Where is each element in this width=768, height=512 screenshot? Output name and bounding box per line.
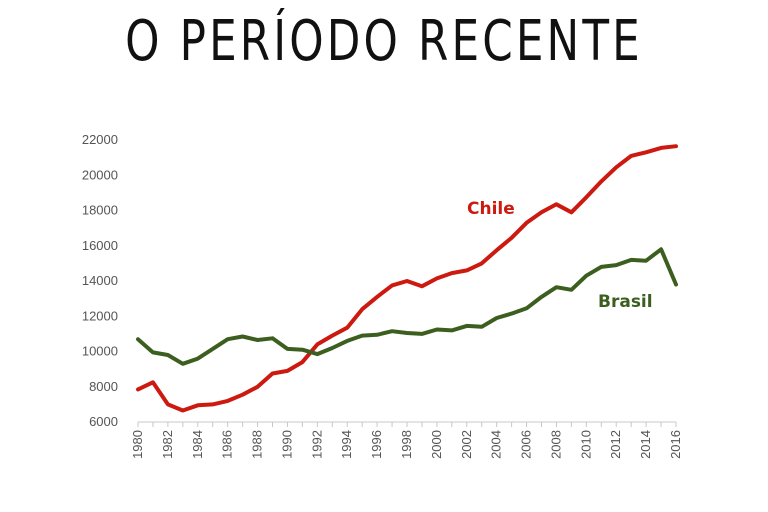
- y-tick-label: 14000: [82, 273, 118, 288]
- y-tick-label: 18000: [82, 203, 118, 218]
- x-tick-label: 2016: [668, 430, 683, 459]
- y-tick-label: 8000: [89, 379, 118, 394]
- series-line-chile: [136, 144, 678, 413]
- y-axis: 6000 8000 10000 12000 14000 16000 18000 20000 22…: [82, 132, 118, 429]
- series-group: [136, 144, 678, 413]
- y-tick-label: 20000: [82, 167, 118, 182]
- x-tick-label: 1980: [130, 430, 145, 459]
- x-tick-label: 1998: [399, 430, 414, 459]
- x-tick-label: 1996: [369, 430, 384, 459]
- x-tick-label: 1984: [190, 430, 205, 459]
- x-tick-label: 1988: [250, 430, 265, 459]
- series-label-brasil: Brasil: [598, 292, 653, 312]
- x-tick-label: 1990: [279, 430, 294, 459]
- series-label-chile: Chile: [467, 199, 515, 219]
- y-tick-label: 16000: [82, 238, 118, 253]
- x-tick-label: 2006: [519, 430, 534, 459]
- x-tick-label: 2010: [578, 430, 593, 459]
- x-tick-label: 2000: [429, 430, 444, 459]
- y-tick-label: 12000: [82, 308, 118, 323]
- x-tick-label: 1986: [220, 430, 235, 459]
- x-tick-label: 1994: [339, 430, 354, 459]
- x-axis: 1980 1982 1984 1986 1988 1990 1992 1994 1996 1998…: [130, 421, 683, 459]
- x-tick-label: 2002: [459, 430, 474, 459]
- x-tick-label: 2008: [548, 430, 563, 459]
- y-tick-label: 6000: [89, 414, 118, 429]
- slide-title: O PERÍODO RECENTE: [125, 9, 643, 74]
- series-labels: Chile Brasil: [467, 199, 653, 312]
- x-tick-label: 2004: [489, 430, 504, 459]
- series-line-brasil: [136, 247, 678, 366]
- x-tick-label: 2014: [638, 430, 653, 459]
- x-tick-label: 2012: [608, 430, 623, 459]
- y-tick-label: 22000: [82, 132, 118, 147]
- y-tick-label: 10000: [82, 344, 118, 359]
- x-tick-label: 1982: [160, 430, 175, 459]
- x-tick-label: 1992: [309, 430, 324, 459]
